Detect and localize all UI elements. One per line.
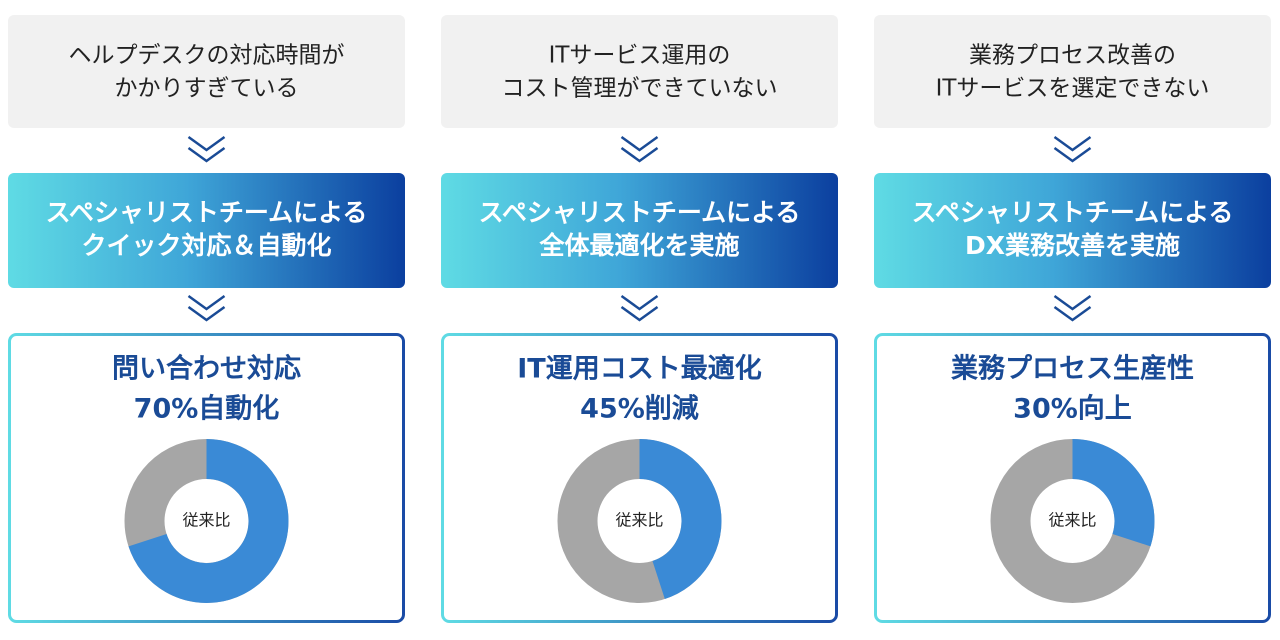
solution-text: 全体最適化を実施: [538, 231, 739, 260]
donut-value: [1071, 439, 1155, 547]
chevron: [620, 305, 659, 322]
chevron: [1053, 294, 1092, 311]
solution-text: スペシャリストチームによる: [46, 198, 368, 227]
chevron: [620, 294, 659, 311]
solution-box: [8, 173, 405, 288]
chevron: [187, 305, 226, 322]
problem-text: かかりすぎている: [115, 76, 299, 102]
donut-label: 従来比: [615, 511, 663, 530]
problem-text: 業務プロセス改善の: [969, 43, 1176, 69]
solution-box: [874, 173, 1271, 288]
chevron: [1053, 146, 1092, 163]
chevron: [620, 135, 659, 152]
problem-text: ITサービスを選定できない: [936, 76, 1210, 102]
problem-text: ヘルプデスクの対応時間が: [69, 43, 345, 69]
result-text: 業務プロセス生産性: [951, 353, 1194, 385]
problem-text: ITサービス運用の: [549, 43, 731, 69]
solution-text: DX業務改善を実施: [965, 231, 1180, 260]
chevron: [187, 146, 226, 163]
chevron: [620, 146, 659, 163]
donut-value: [638, 439, 722, 599]
result-text: 70%自動化: [134, 393, 280, 425]
result-text: IT運用コスト最適化: [517, 353, 761, 385]
problem-text: コスト管理ができていない: [502, 76, 778, 102]
chevron: [187, 135, 226, 152]
problem-box: [874, 15, 1271, 128]
donut-label: 従来比: [1048, 511, 1096, 530]
donut-label: 従来比: [182, 511, 230, 530]
solution-text: スペシャリストチームによる: [912, 198, 1234, 227]
problem-box: [8, 15, 405, 128]
chevron: [187, 294, 226, 311]
result-text: 問い合わせ対応: [112, 353, 301, 385]
result-text: 45%削減: [580, 394, 699, 425]
solution-text: クイック対応＆自動化: [81, 231, 331, 260]
chevron: [1053, 305, 1092, 322]
solution-text: スペシャリストチームによる: [479, 198, 801, 227]
chevron: [1053, 135, 1092, 152]
result-text: 30%向上: [1013, 393, 1132, 425]
problem-box: [441, 15, 838, 128]
solution-box: [441, 173, 838, 288]
donut-value: [128, 439, 289, 603]
